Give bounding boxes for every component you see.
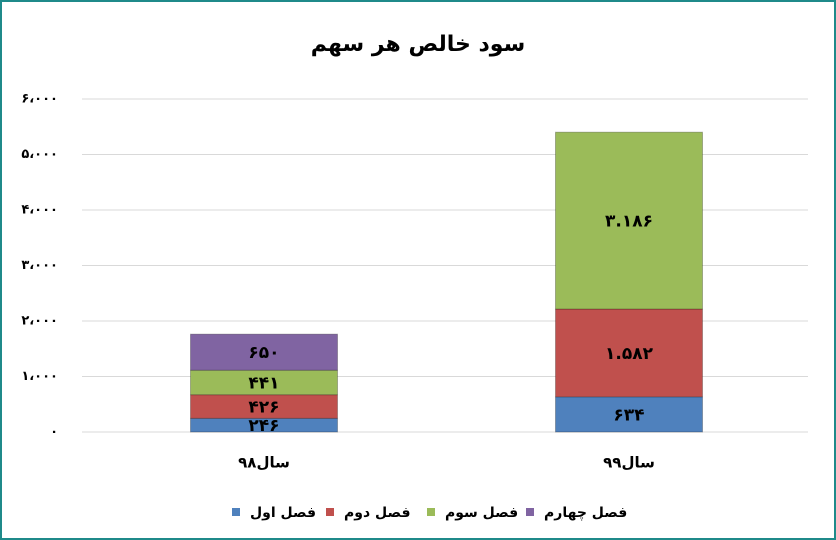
x-tick-label: سال۹۸: [238, 454, 290, 472]
legend-swatch: [427, 508, 435, 516]
bar-segment: [555, 131, 703, 310]
y-tick-label: ۳،۰۰۰: [21, 258, 58, 273]
legend-swatch: [232, 508, 240, 516]
bar-segment: [190, 369, 338, 396]
bar-segment: [190, 394, 338, 419]
y-tick-label: ۶،۰۰۰: [21, 92, 58, 107]
y-tick-label: ۱،۰۰۰: [21, 369, 58, 384]
bar-segment: [555, 396, 703, 433]
data-label: ۳.۱۸۶: [605, 212, 653, 232]
legend-label: فصل اول: [250, 505, 316, 521]
data-label: ۶۳۴: [613, 405, 644, 425]
legend-swatch: [526, 508, 534, 516]
legend-label: فصل دوم: [344, 505, 410, 521]
data-label: ۲۴۶: [248, 416, 279, 436]
y-tick-label: ۵،۰۰۰: [21, 147, 58, 162]
chart-title: سود خالص هر سهم: [311, 32, 525, 57]
bar-segment: [190, 333, 338, 371]
legend-label: فصل چهارم: [544, 505, 627, 521]
data-label: ۶۵۰: [248, 343, 279, 363]
y-tick-label: ۰: [50, 425, 58, 440]
legend-swatch: [326, 508, 334, 516]
x-tick-label: سال۹۹: [603, 454, 655, 472]
y-tick-label: ۲،۰۰۰: [21, 314, 58, 329]
data-label: ۴۲۶: [248, 398, 279, 418]
data-label: ۱.۵۸۲: [605, 344, 654, 364]
y-tick-label: ۴،۰۰۰: [21, 203, 58, 218]
data-label: ۴۴۱: [248, 373, 279, 393]
bar-segment: [555, 308, 703, 398]
legend-label: فصل سوم: [445, 505, 518, 521]
